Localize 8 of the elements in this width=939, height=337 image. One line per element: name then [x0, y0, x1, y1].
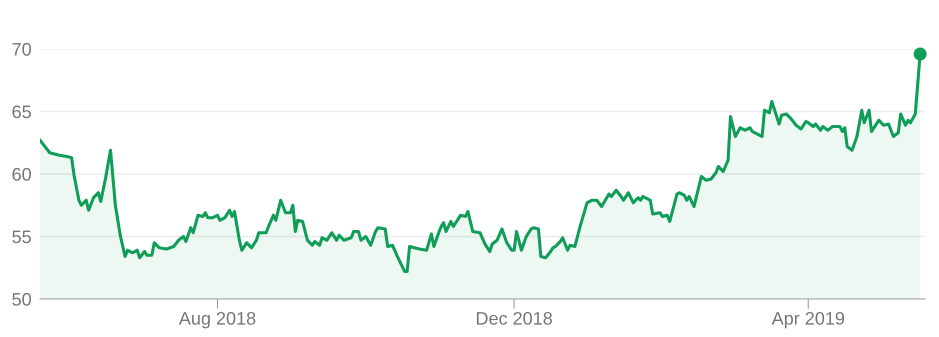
x-tick-label: Apr 2019 [772, 312, 844, 328]
y-tick-label: 70 [12, 42, 31, 56]
y-tick-label: 65 [12, 105, 31, 118]
x-tick-label: Dec 2018 [476, 312, 552, 325]
x-tick-label: Aug 2018 [178, 312, 256, 328]
y-tick-label: 60 [12, 168, 31, 181]
y-tick-label: 55 [12, 230, 31, 244]
y-tick-label: 50 [12, 292, 31, 306]
